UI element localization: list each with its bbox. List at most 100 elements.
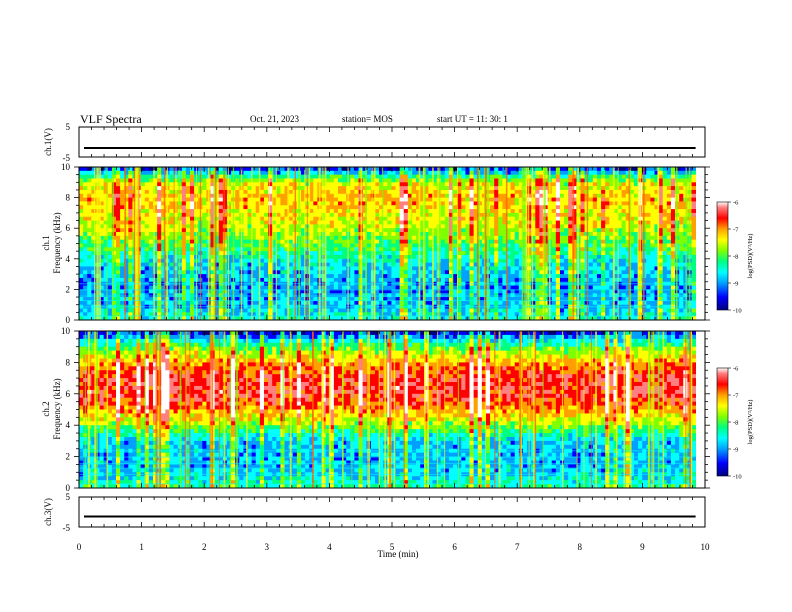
spectrogram-cell bbox=[469, 243, 475, 248]
spectrogram-cell bbox=[152, 316, 158, 320]
spectrogram-cell bbox=[116, 274, 121, 279]
spectrogram-cell bbox=[280, 274, 285, 279]
spectrogram-cell bbox=[444, 285, 450, 290]
spectrogram-cell bbox=[161, 193, 166, 199]
spectrogram-cell bbox=[144, 197, 150, 202]
spectrogram-cell bbox=[120, 224, 125, 229]
spectrogram-cell bbox=[276, 247, 281, 252]
spectrogram-cell bbox=[263, 205, 269, 210]
spectrogram-cell bbox=[152, 300, 158, 306]
spectrogram-cell bbox=[337, 216, 343, 221]
spectrogram-cell bbox=[259, 289, 265, 294]
spectrogram-cell bbox=[543, 197, 549, 202]
spectrogram-cell bbox=[169, 312, 174, 317]
spectrogram-cell bbox=[116, 224, 121, 229]
spectrogram-cell bbox=[226, 300, 232, 306]
spectrogram-cell bbox=[379, 277, 384, 283]
spectrogram-cell bbox=[79, 285, 84, 290]
spectrogram-cell bbox=[181, 274, 187, 279]
spectrogram-cell bbox=[99, 258, 105, 264]
spectrogram-cell bbox=[329, 216, 335, 221]
spectrogram-cell bbox=[189, 224, 195, 229]
spectrogram-cell bbox=[518, 186, 524, 191]
spectrogram-cell bbox=[395, 285, 401, 290]
spectrogram-cell bbox=[420, 266, 425, 271]
spectrogram-cell bbox=[568, 205, 573, 210]
spectrogram-cell bbox=[140, 201, 146, 206]
spectrogram-cell bbox=[465, 209, 470, 214]
spectrogram-cell bbox=[325, 216, 331, 221]
spectrogram-cell bbox=[284, 186, 290, 191]
spectrogram-cell bbox=[79, 178, 84, 183]
spectrogram-cell bbox=[99, 285, 105, 290]
spectrogram-cell bbox=[259, 178, 265, 183]
spectrogram-cell bbox=[284, 277, 290, 283]
spectrogram-cell bbox=[383, 209, 388, 214]
spectrogram-cell bbox=[329, 293, 335, 298]
spectrogram-cell bbox=[564, 216, 569, 221]
spectrogram-cell bbox=[527, 270, 532, 275]
spectrogram-cell bbox=[214, 224, 220, 229]
spectrogram-cell bbox=[527, 251, 532, 256]
spectrogram-cell bbox=[342, 247, 347, 252]
spectrogram-cell bbox=[374, 232, 380, 237]
spectrogram-cell bbox=[329, 189, 335, 195]
spectrogram-cell bbox=[185, 232, 191, 237]
spectrogram-cell bbox=[111, 189, 117, 195]
spectrogram-cell bbox=[222, 205, 228, 210]
spectrogram-cell bbox=[268, 266, 273, 271]
spectrogram-cell bbox=[407, 193, 413, 199]
spectrogram-cell bbox=[535, 216, 540, 221]
spectrogram-cell bbox=[428, 170, 433, 176]
spectrogram-cell bbox=[284, 308, 290, 313]
spectrogram-cell bbox=[465, 254, 470, 260]
spectrogram-cell bbox=[300, 258, 306, 264]
spectrogram-cell bbox=[83, 270, 88, 275]
spectrogram-cell bbox=[564, 312, 569, 317]
spectrogram-cell bbox=[428, 297, 433, 302]
spectrogram-cell bbox=[251, 186, 257, 191]
spectrogram-cell bbox=[568, 308, 573, 313]
spectrogram-cell bbox=[407, 235, 413, 241]
spectrogram-cell bbox=[189, 274, 195, 279]
spectrogram-cell bbox=[407, 216, 413, 221]
spectrogram-cell bbox=[461, 205, 466, 210]
spectrogram-cell bbox=[510, 251, 516, 256]
spectrogram-cell bbox=[473, 186, 479, 191]
spectrogram-cell bbox=[399, 197, 405, 202]
spectrogram-cell bbox=[342, 300, 347, 306]
spectrogram-cell bbox=[366, 182, 372, 187]
spectrogram-cell bbox=[498, 235, 503, 241]
spectrogram-cell bbox=[103, 197, 109, 202]
spectrogram-cell bbox=[362, 186, 368, 191]
spectrogram-cell bbox=[551, 312, 557, 317]
spectrogram-cell bbox=[91, 251, 96, 256]
spectrogram-cell bbox=[268, 239, 273, 244]
spectrogram-cell bbox=[555, 274, 561, 279]
spectrogram-cell bbox=[374, 289, 380, 294]
spectrogram-cell bbox=[588, 220, 594, 225]
spectrogram-cell bbox=[374, 247, 380, 252]
spectrogram-cell bbox=[440, 254, 446, 260]
spectrogram-cell bbox=[506, 300, 512, 306]
spectrogram-cell bbox=[555, 239, 561, 244]
spectrogram-cell bbox=[83, 258, 88, 264]
spectrogram-cell bbox=[120, 232, 125, 237]
spectrogram-cell bbox=[235, 212, 240, 218]
spectrogram-cell bbox=[313, 293, 318, 298]
spectrogram-cell bbox=[148, 251, 154, 256]
spectrogram-cell bbox=[370, 178, 376, 183]
spectrogram-cell bbox=[416, 209, 421, 214]
spectrogram-cell bbox=[161, 174, 166, 179]
spectrogram-cell bbox=[518, 308, 524, 313]
spectrogram-cell bbox=[218, 270, 224, 275]
spectrogram-cell bbox=[83, 182, 88, 187]
spectrogram-cell bbox=[313, 277, 318, 283]
spectrogram-cell bbox=[354, 182, 359, 187]
spectrogram-cell bbox=[169, 235, 174, 241]
spectrogram-cell bbox=[407, 186, 413, 191]
spectrogram-cell bbox=[502, 170, 507, 176]
spectrogram-cell bbox=[440, 247, 446, 252]
spectrogram-cell bbox=[161, 289, 166, 294]
spectrogram-cell bbox=[444, 224, 450, 229]
